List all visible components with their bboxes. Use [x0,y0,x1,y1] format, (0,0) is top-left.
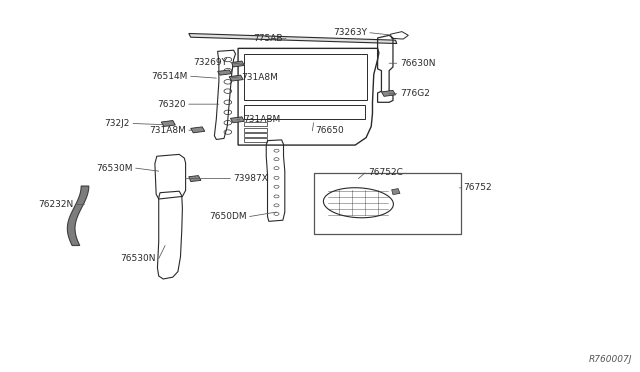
Bar [244,128,267,132]
Text: 731A8M: 731A8M [241,73,278,81]
Polygon shape [381,90,396,96]
Polygon shape [229,75,243,81]
Text: 73263Y: 73263Y [333,28,367,37]
Bar [244,133,267,137]
Text: 73987X: 73987X [234,174,268,183]
Text: R760007J: R760007J [589,355,632,364]
Text: 76514M: 76514M [151,72,188,81]
Text: 76752: 76752 [463,183,492,192]
Bar [244,122,267,126]
Bar [244,138,267,142]
Text: 76630N: 76630N [400,59,435,68]
Text: 776G2: 776G2 [400,89,430,98]
Text: 76530N: 76530N [120,254,156,263]
Polygon shape [392,189,400,195]
Text: 732J2: 732J2 [104,119,130,128]
Text: 73269Y: 73269Y [193,58,227,67]
Text: 7650DM: 7650DM [209,212,246,221]
Bar [314,173,461,234]
Text: 76752C: 76752C [368,169,403,177]
Text: 731ABM: 731ABM [243,115,280,124]
Text: 76320: 76320 [157,100,186,109]
Polygon shape [189,176,201,182]
Polygon shape [191,127,205,133]
Text: 731A8M: 731A8M [148,126,186,135]
Text: 775AB: 775AB [253,34,283,43]
Polygon shape [218,70,232,75]
Text: 76530M: 76530M [96,164,132,173]
Text: 76232N: 76232N [38,200,74,209]
Text: 76650: 76650 [316,126,344,135]
Polygon shape [161,121,175,126]
Polygon shape [189,33,397,44]
Polygon shape [230,117,244,123]
Polygon shape [67,186,89,246]
Polygon shape [232,61,244,67]
